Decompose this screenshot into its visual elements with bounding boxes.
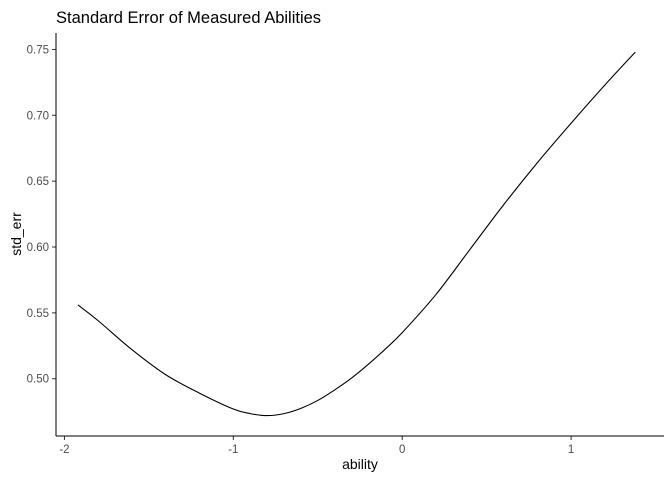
y-tick-label: 0.70 <box>27 110 49 122</box>
x-tick-label: -1 <box>228 444 238 456</box>
y-tick-label: 0.55 <box>27 308 49 320</box>
x-tick-label: -2 <box>59 444 69 456</box>
x-tick-label: 1 <box>568 444 574 456</box>
x-tick-label: 0 <box>399 444 405 456</box>
y-tick-label: 0.75 <box>27 44 49 56</box>
series-group <box>77 51 636 417</box>
std-err-line <box>77 51 636 417</box>
y-tick-label: 0.60 <box>27 242 49 254</box>
x-axis: -2 -1 0 1 <box>59 436 574 456</box>
x-axis-title: ability <box>342 456 378 472</box>
y-axis: 0.50 0.55 0.60 0.65 0.70 0.75 <box>27 44 56 386</box>
chart-title: Standard Error of Measured Abilities <box>56 9 321 27</box>
y-tick-label: 0.50 <box>27 374 49 386</box>
y-tick-label: 0.65 <box>27 176 49 188</box>
y-axis-title: std_err <box>8 212 24 256</box>
